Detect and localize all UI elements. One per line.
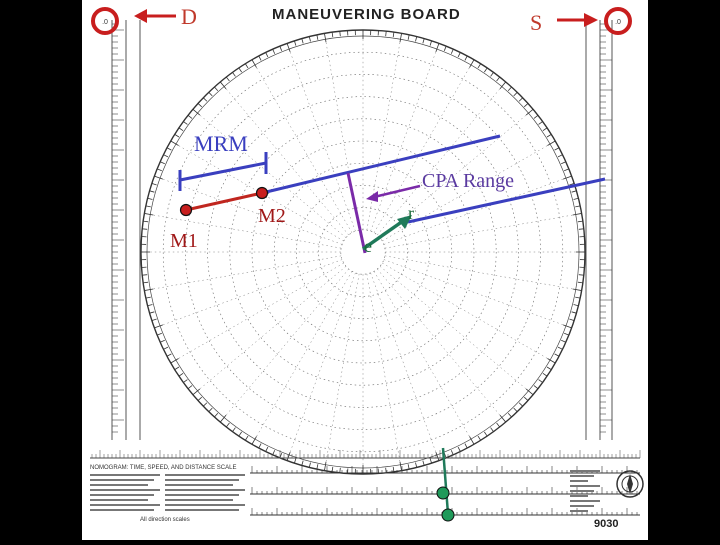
label-cpa-range: CPA Range — [422, 170, 514, 193]
label-d: D — [181, 4, 197, 30]
label-mrm: MRM — [194, 131, 248, 157]
nomogram-heading: NOMOGRAM: TIME, SPEED, AND DISTANCE SCAL… — [90, 465, 236, 471]
label-r: r — [408, 203, 414, 224]
label-m2: M2 — [258, 205, 286, 228]
label-e: e — [364, 236, 372, 257]
bottom-caption: All direction scales — [140, 517, 190, 523]
svg-text:.0: .0 — [615, 19, 621, 26]
label-s: S — [530, 10, 542, 36]
m1-point — [181, 205, 192, 216]
m2-point — [257, 188, 268, 199]
paper-background — [82, 0, 648, 540]
sheet-number: 9030 — [594, 518, 618, 530]
label-m1: M1 — [170, 230, 198, 253]
svg-text:.0: .0 — [102, 19, 108, 26]
board-title: MANEUVERING BOARD — [272, 6, 461, 23]
